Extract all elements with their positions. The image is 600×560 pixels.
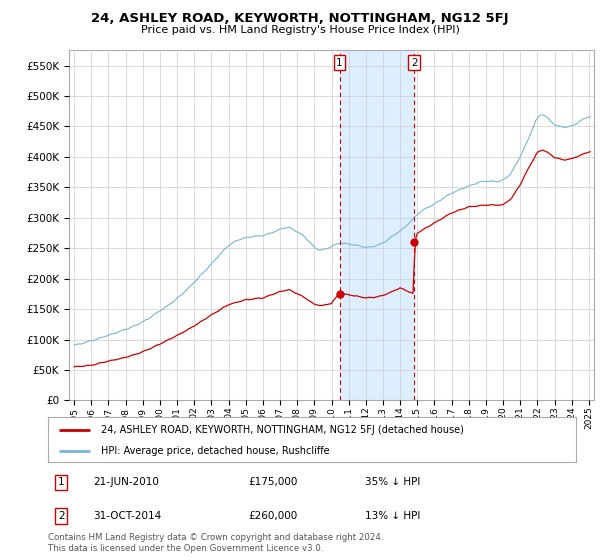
Text: 31-OCT-2014: 31-OCT-2014	[93, 511, 161, 521]
Text: HPI: Average price, detached house, Rushcliffe: HPI: Average price, detached house, Rush…	[101, 446, 329, 456]
Text: Price paid vs. HM Land Registry's House Price Index (HPI): Price paid vs. HM Land Registry's House …	[140, 25, 460, 35]
Text: Contains HM Land Registry data © Crown copyright and database right 2024.
This d: Contains HM Land Registry data © Crown c…	[48, 533, 383, 553]
Text: 21-JUN-2010: 21-JUN-2010	[93, 477, 159, 487]
Text: 24, ASHLEY ROAD, KEYWORTH, NOTTINGHAM, NG12 5FJ: 24, ASHLEY ROAD, KEYWORTH, NOTTINGHAM, N…	[91, 12, 509, 25]
Text: 13% ↓ HPI: 13% ↓ HPI	[365, 511, 420, 521]
Text: 1: 1	[336, 58, 343, 68]
Text: 2: 2	[58, 511, 65, 521]
Text: £260,000: £260,000	[248, 511, 298, 521]
Text: 1: 1	[58, 477, 65, 487]
Text: 35% ↓ HPI: 35% ↓ HPI	[365, 477, 420, 487]
Text: 24, ASHLEY ROAD, KEYWORTH, NOTTINGHAM, NG12 5FJ (detached house): 24, ASHLEY ROAD, KEYWORTH, NOTTINGHAM, N…	[101, 424, 464, 435]
Text: 2: 2	[411, 58, 418, 68]
Bar	[340, 50, 415, 400]
Text: £175,000: £175,000	[248, 477, 298, 487]
